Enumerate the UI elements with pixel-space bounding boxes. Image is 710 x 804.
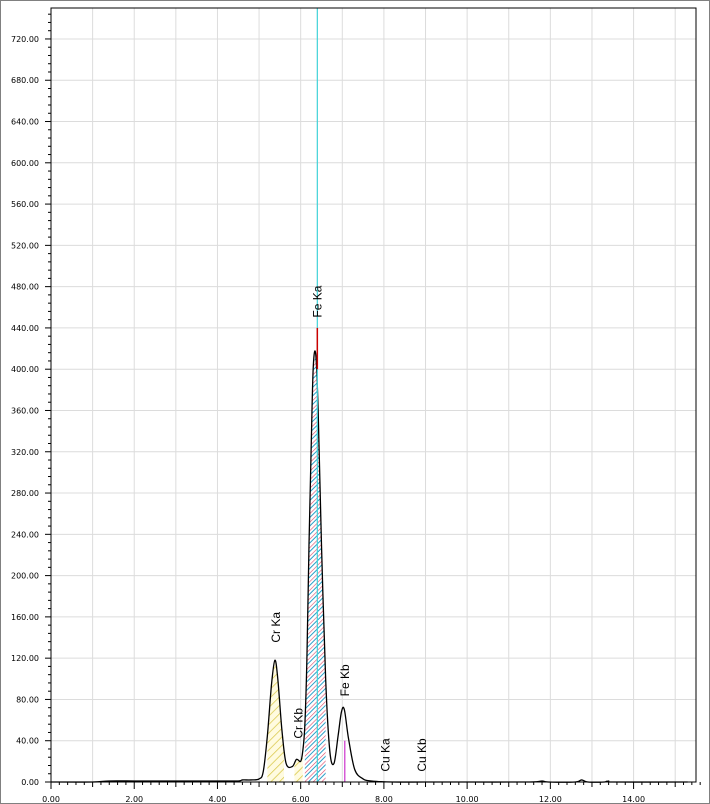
y-tick-label: 240.00 bbox=[11, 530, 39, 539]
x-tick-label: 8.00 bbox=[375, 795, 393, 804]
plot-background bbox=[51, 8, 696, 782]
peak-fill-cr-kb bbox=[294, 751, 303, 782]
grid bbox=[51, 8, 696, 782]
peak-labels: Cr Ka Cr Kb Fe Ka Fe Kb Cu Ka Cu Kb bbox=[269, 285, 429, 771]
x-tick-label: 4.00 bbox=[209, 795, 227, 804]
y-tick-label: 360.00 bbox=[11, 406, 39, 415]
peak-label-fe-kb: Fe Kb bbox=[338, 664, 352, 696]
y-tick-label: 520.00 bbox=[11, 241, 39, 250]
y-tick-label: 600.00 bbox=[11, 159, 39, 168]
y-tick-label: 720.00 bbox=[11, 35, 39, 44]
x-tick-label: 10.00 bbox=[456, 795, 479, 804]
y-tick-label: 200.00 bbox=[11, 572, 39, 581]
peak-label-cu-kb: Cu Kb bbox=[415, 738, 429, 772]
y-tick-label: 440.00 bbox=[11, 324, 39, 333]
y-tick-label: 400.00 bbox=[11, 365, 39, 374]
y-tick-label: 680.00 bbox=[11, 76, 39, 85]
x-tick-label: 12.00 bbox=[539, 795, 562, 804]
peak-label-cr-kb: Cr Kb bbox=[292, 708, 306, 739]
plot-frame bbox=[50, 7, 697, 783]
x-tick-label: 2.00 bbox=[125, 795, 143, 804]
y-tick-label: 480.00 bbox=[11, 283, 39, 292]
y-tick-label: 320.00 bbox=[11, 448, 39, 457]
y-tick-label: 160.00 bbox=[11, 613, 39, 622]
peak-label-cr-ka: Cr Ka bbox=[269, 612, 283, 643]
peak-label-fe-ka: Fe Ka bbox=[310, 285, 324, 317]
y-tick-label: 640.00 bbox=[11, 118, 39, 127]
y-tick-label: 80.00 bbox=[16, 695, 39, 704]
y-tick-label: 40.00 bbox=[16, 737, 39, 746]
peak-markers bbox=[316, 8, 346, 782]
y-tick-label: 280.00 bbox=[11, 489, 39, 498]
x-tick-label: 6.00 bbox=[292, 795, 310, 804]
peak-label-cu-ka: Cu Ka bbox=[379, 738, 393, 772]
peak-fill-fe-ka bbox=[304, 356, 326, 782]
y-tick-label: 560.00 bbox=[11, 200, 39, 209]
x-tick-label: 14.00 bbox=[622, 795, 645, 804]
x-tick-label: 0.00 bbox=[42, 795, 60, 804]
y-tick-label: 0.00 bbox=[21, 778, 39, 787]
y-tick-label: 120.00 bbox=[11, 654, 39, 663]
